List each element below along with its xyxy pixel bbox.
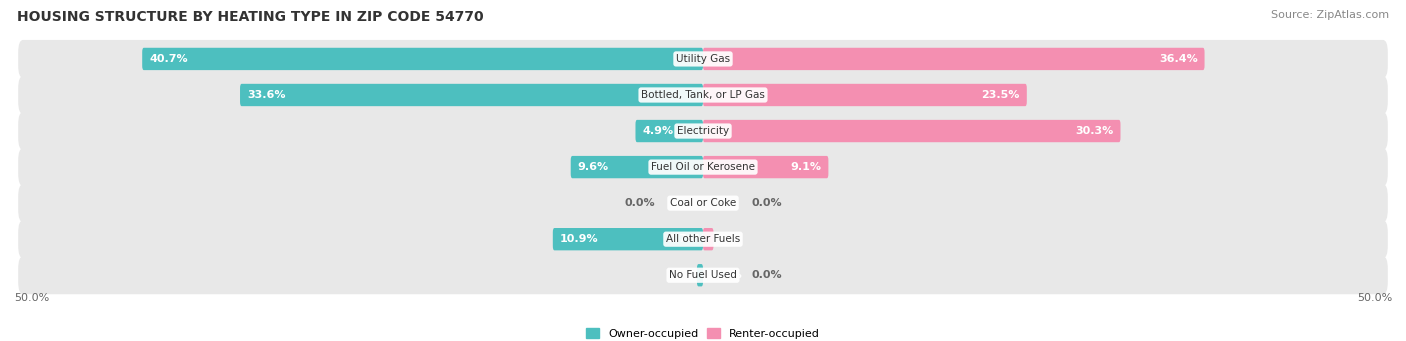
Text: 0.0%: 0.0% — [751, 198, 782, 208]
Text: 0.0%: 0.0% — [624, 198, 655, 208]
FancyBboxPatch shape — [18, 112, 1388, 150]
Text: 40.7%: 40.7% — [149, 54, 188, 64]
FancyBboxPatch shape — [703, 48, 1205, 70]
Text: 9.1%: 9.1% — [790, 162, 821, 172]
Text: 0.44%: 0.44% — [704, 270, 742, 280]
Text: 33.6%: 33.6% — [247, 90, 285, 100]
Text: 50.0%: 50.0% — [1357, 293, 1392, 303]
FancyBboxPatch shape — [18, 40, 1388, 78]
FancyBboxPatch shape — [703, 228, 713, 250]
FancyBboxPatch shape — [18, 220, 1388, 258]
FancyBboxPatch shape — [636, 120, 703, 142]
FancyBboxPatch shape — [571, 156, 703, 178]
Text: Source: ZipAtlas.com: Source: ZipAtlas.com — [1271, 10, 1389, 20]
Text: 50.0%: 50.0% — [14, 293, 49, 303]
Text: 23.5%: 23.5% — [981, 90, 1019, 100]
Text: 9.6%: 9.6% — [578, 162, 609, 172]
Text: Utility Gas: Utility Gas — [676, 54, 730, 64]
FancyBboxPatch shape — [703, 120, 1121, 142]
Text: Fuel Oil or Kerosene: Fuel Oil or Kerosene — [651, 162, 755, 172]
Text: 0.76%: 0.76% — [668, 234, 707, 244]
Text: 36.4%: 36.4% — [1159, 54, 1198, 64]
Text: 10.9%: 10.9% — [560, 234, 599, 244]
FancyBboxPatch shape — [553, 228, 703, 250]
Text: 0.0%: 0.0% — [751, 270, 782, 280]
Text: 30.3%: 30.3% — [1076, 126, 1114, 136]
Text: Coal or Coke: Coal or Coke — [669, 198, 737, 208]
FancyBboxPatch shape — [142, 48, 703, 70]
Text: HOUSING STRUCTURE BY HEATING TYPE IN ZIP CODE 54770: HOUSING STRUCTURE BY HEATING TYPE IN ZIP… — [17, 10, 484, 24]
FancyBboxPatch shape — [18, 184, 1388, 222]
Text: No Fuel Used: No Fuel Used — [669, 270, 737, 280]
Text: 4.9%: 4.9% — [643, 126, 673, 136]
Text: Bottled, Tank, or LP Gas: Bottled, Tank, or LP Gas — [641, 90, 765, 100]
Legend: Owner-occupied, Renter-occupied: Owner-occupied, Renter-occupied — [581, 324, 825, 341]
FancyBboxPatch shape — [240, 84, 703, 106]
Text: Electricity: Electricity — [676, 126, 730, 136]
Text: All other Fuels: All other Fuels — [666, 234, 740, 244]
FancyBboxPatch shape — [18, 76, 1388, 114]
FancyBboxPatch shape — [18, 256, 1388, 294]
FancyBboxPatch shape — [703, 84, 1026, 106]
FancyBboxPatch shape — [18, 148, 1388, 186]
FancyBboxPatch shape — [697, 264, 703, 286]
FancyBboxPatch shape — [703, 156, 828, 178]
